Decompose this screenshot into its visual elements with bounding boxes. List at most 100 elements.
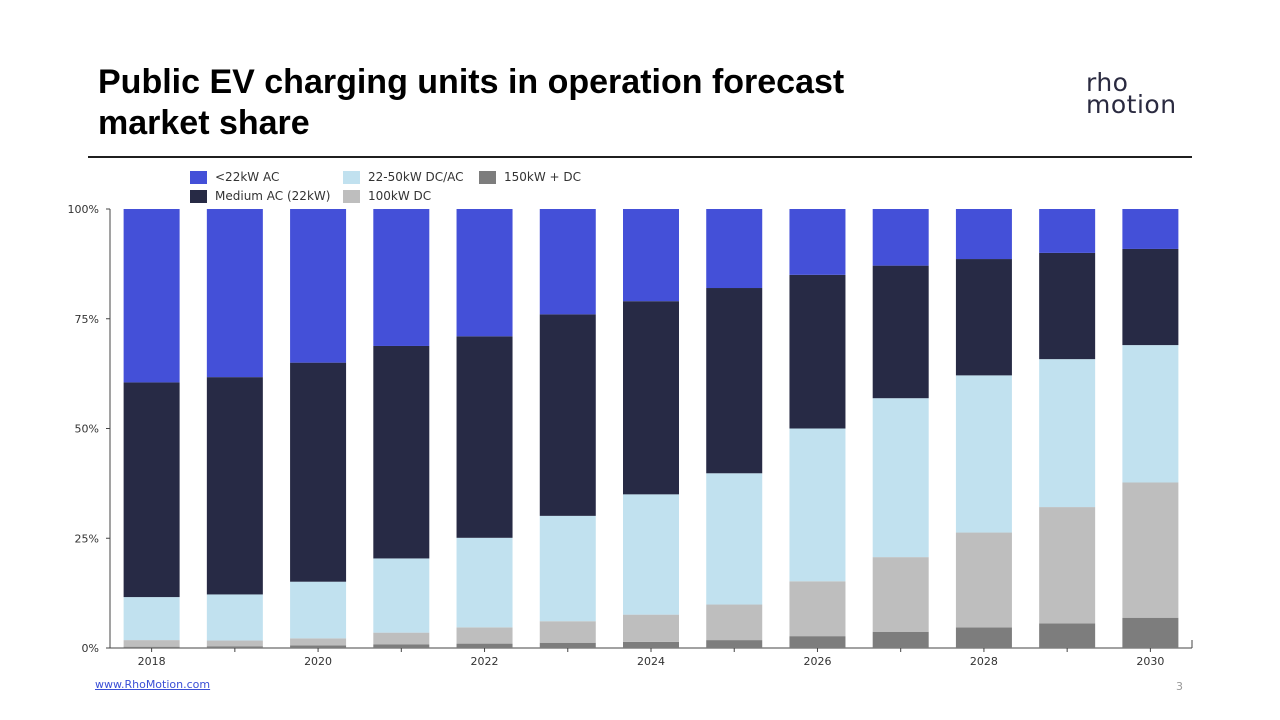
bar-segment (706, 209, 763, 289)
bar-segment (706, 288, 763, 474)
bar-segment (290, 581, 347, 639)
bar-segment (539, 642, 596, 648)
title-divider (88, 156, 1192, 158)
legend-item-dc150: 150kW + DC (479, 170, 581, 184)
bar-segment (706, 473, 763, 605)
legend-swatch-dc150 (479, 170, 496, 184)
bar-segment (1122, 345, 1179, 483)
bar-segment (373, 632, 430, 645)
legend-label-medium-ac: Medium AC (22kW) (215, 189, 331, 203)
x-tick-label: 2018 (138, 655, 166, 668)
bar-segment (706, 604, 763, 641)
bar-segment (1039, 359, 1096, 508)
bar-segment (373, 345, 430, 559)
legend-swatch-lt22 (190, 170, 207, 184)
logo-line-1: rho (1086, 68, 1129, 97)
y-tick-label: 100% (68, 203, 99, 216)
y-tick-label: 25% (75, 532, 99, 545)
bar-segment (539, 515, 596, 622)
bar-segment (290, 645, 347, 648)
bar-segment (955, 259, 1012, 376)
bar-segment (373, 558, 430, 633)
logo-line-2: motion (1086, 90, 1177, 119)
bar-segment (539, 621, 596, 643)
bar-segment (206, 377, 263, 595)
bar-segment (955, 375, 1012, 533)
bar-segment (290, 638, 347, 646)
bar-segment (456, 209, 513, 337)
bar-segment (123, 209, 180, 383)
x-tick-label: 2028 (970, 655, 998, 668)
page-number: 3 (1176, 680, 1183, 693)
bar-segment (872, 209, 929, 266)
bar-segment (789, 274, 846, 429)
bar-segment (872, 631, 929, 648)
legend-swatch-dc100 (343, 189, 360, 203)
bar-segment (789, 209, 846, 275)
page-title: Public EV charging units in operation fo… (98, 62, 998, 144)
legend-label-dc100: 100kW DC (368, 189, 432, 203)
legend-label-lt22: <22kW AC (215, 170, 280, 184)
bar-segment (206, 209, 263, 378)
bar-segment (373, 644, 430, 648)
y-tick-label: 75% (75, 313, 99, 326)
legend-swatch-dc22-50 (343, 170, 360, 184)
bar-segment (955, 209, 1012, 260)
x-tick-label: 2024 (637, 655, 665, 668)
bar-segment (872, 265, 929, 399)
bar-segment (789, 581, 846, 637)
bar-segment (623, 209, 679, 302)
bar-segment (456, 643, 513, 648)
bar-segment (789, 428, 846, 582)
legend-item-medium-ac: Medium AC (22kW) (190, 189, 330, 203)
bar-segment (955, 627, 1012, 648)
bar-segment (456, 336, 513, 538)
bar-segment (206, 640, 263, 647)
bar-segment (539, 209, 596, 315)
bar-segment (1039, 252, 1096, 360)
bar-segment (706, 640, 763, 648)
bar-segment (123, 646, 180, 648)
bar-segment (539, 314, 596, 516)
legend-item-dc100: 100kW DC (343, 189, 431, 203)
bar-segment (1039, 507, 1096, 624)
bar-segment (290, 362, 347, 582)
rhomotion-website-link[interactable]: www.RhoMotion.com (95, 678, 211, 691)
bar-segment (206, 594, 263, 641)
bar-segment (789, 636, 846, 648)
bar-segment (623, 641, 679, 648)
legend-label-dc22-50: 22-50kW DC/AC (368, 170, 464, 184)
x-tick-label: 2020 (304, 655, 332, 668)
bar-segment (123, 597, 180, 641)
bar-segment (456, 627, 513, 644)
bar-segment (872, 557, 929, 632)
bar-segment (1122, 617, 1179, 648)
bar-segment (123, 640, 180, 647)
y-tick-label: 50% (75, 423, 99, 436)
page-title-line-2: market share (98, 104, 310, 142)
y-tick-label: 0% (82, 642, 99, 655)
legend-swatch-medium-ac (190, 189, 207, 203)
x-tick-label: 2022 (471, 655, 499, 668)
x-tick-label: 2026 (803, 655, 831, 668)
bar-segment (623, 494, 679, 615)
bar-segment (123, 382, 180, 598)
legend-item-lt22: <22kW AC (190, 170, 279, 184)
bar-segment (1122, 209, 1179, 249)
bar-segment (872, 398, 929, 558)
bar-segment (1039, 209, 1096, 253)
bar-segment (290, 209, 347, 363)
bar-segment (623, 614, 679, 642)
bar-segment (1039, 623, 1096, 648)
legend-label-dc150: 150kW + DC (504, 170, 582, 184)
x-tick-label: 2030 (1136, 655, 1164, 668)
bar-segment (206, 646, 263, 648)
bar-segment (623, 301, 679, 495)
page-title-line-1: Public EV charging units in operation fo… (98, 63, 845, 101)
bar-segment (955, 532, 1012, 628)
bar-segment (1122, 248, 1179, 346)
bar-segment (456, 537, 513, 628)
bar-segment (1122, 482, 1179, 618)
legend-item-dc22-50: 22-50kW DC/AC (343, 170, 464, 184)
